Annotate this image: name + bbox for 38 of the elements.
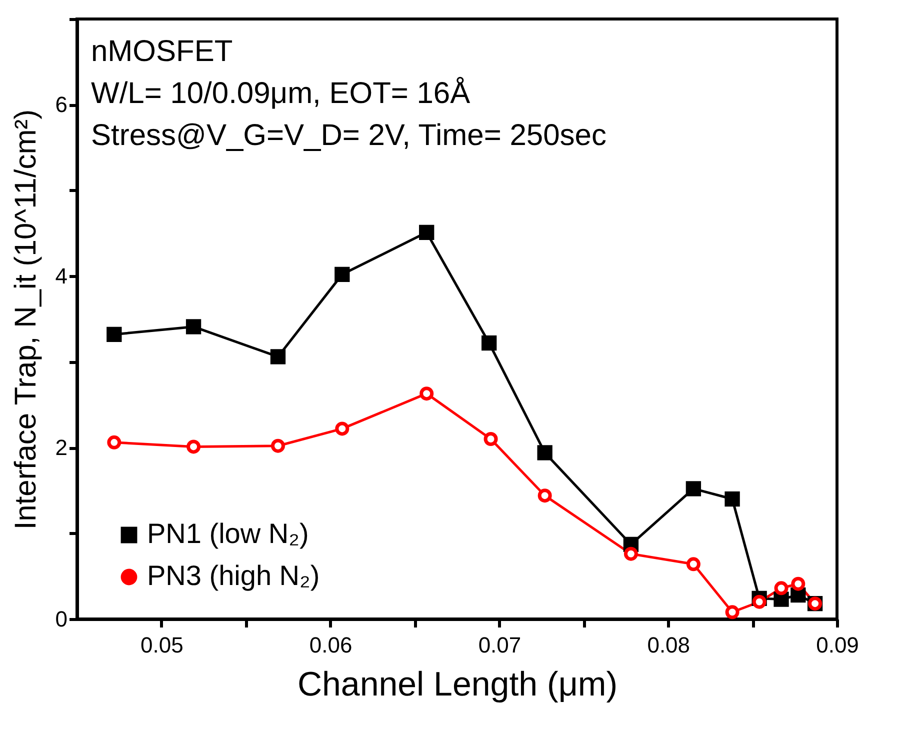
y-tick-label: 0 xyxy=(55,606,68,632)
point xyxy=(774,581,788,596)
x-tick-label: 0.08 xyxy=(647,632,690,658)
point xyxy=(419,224,434,240)
point xyxy=(484,432,498,446)
y-tick-label: 6 xyxy=(55,92,68,118)
x-tick-label: 0.09 xyxy=(816,632,859,658)
annotation: Stress@V_G=V_D= 2V, Time= 250sec xyxy=(91,119,606,152)
point xyxy=(270,438,285,453)
legend-label: PN1 (low N₂) xyxy=(147,518,309,549)
point xyxy=(270,349,286,364)
point xyxy=(186,440,201,454)
point xyxy=(791,576,806,591)
x-tick-label: 0.06 xyxy=(309,632,352,658)
y-axis-title: Interface Trap, N_it (10^11/cm²) xyxy=(9,109,42,530)
point xyxy=(335,422,350,436)
x-axis-title: Channel Length (μm) xyxy=(297,666,618,704)
legend-label: PN3 (high N₂) xyxy=(147,560,320,591)
point xyxy=(725,605,740,620)
point xyxy=(538,488,552,503)
point xyxy=(686,481,702,496)
point xyxy=(106,326,122,342)
point xyxy=(537,445,552,460)
point xyxy=(624,546,638,561)
point xyxy=(482,335,497,351)
point xyxy=(107,435,122,450)
point xyxy=(686,557,700,572)
x-tick-label: 0.07 xyxy=(478,632,522,658)
x-tick-label: 0.05 xyxy=(140,632,184,658)
annotation: W/L= 10/0.09μm, EOT= 16Å xyxy=(91,76,470,110)
y-tick-label: 2 xyxy=(55,435,68,460)
point xyxy=(420,386,434,401)
y-tick-label: 4 xyxy=(55,264,68,289)
point xyxy=(724,491,740,507)
point xyxy=(186,319,202,334)
point xyxy=(334,266,350,282)
annotation: nMOSFET xyxy=(91,35,233,68)
point xyxy=(752,594,766,609)
